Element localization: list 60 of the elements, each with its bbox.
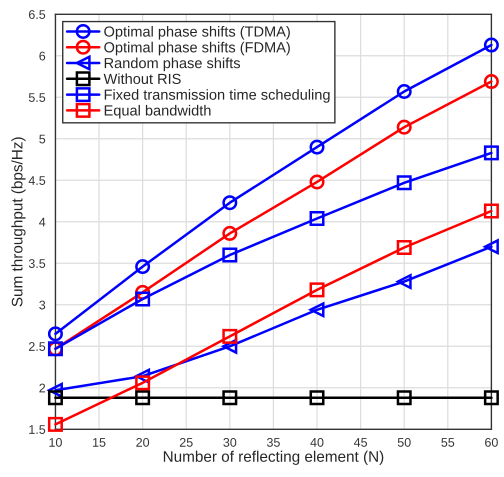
- y-tick-label: 5: [39, 134, 46, 144]
- y-tick-label: 5.5: [28, 93, 46, 102]
- point: [222, 328, 238, 344]
- point: [310, 302, 325, 318]
- legend-label: Without RIS: [104, 73, 181, 84]
- y-tick-label: 3: [39, 300, 46, 310]
- x-tick-label: 45: [354, 438, 368, 447]
- y-tick-label: 2.5: [28, 342, 46, 351]
- point: [135, 291, 150, 306]
- x-tick-label: 15: [93, 438, 106, 447]
- point: [135, 375, 150, 390]
- x-tick-label: 55: [441, 438, 454, 447]
- y-tick-label: 4: [39, 218, 46, 226]
- point: [310, 210, 325, 226]
- legend-label: Equal bandwidth: [104, 104, 210, 118]
- point: [396, 390, 412, 406]
- point: [310, 174, 325, 190]
- point: [484, 74, 499, 90]
- point: [484, 204, 499, 219]
- point: [310, 140, 325, 155]
- x-tick-label: 50: [398, 438, 411, 447]
- point: [310, 282, 325, 298]
- point: [396, 84, 412, 99]
- point: [396, 175, 412, 190]
- point: [484, 145, 499, 160]
- y-tick-label: 3.5: [28, 259, 46, 268]
- legend-label: Random phase shifts: [104, 58, 240, 72]
- legend-label: Optimal phase shifts (TDMA): [104, 26, 290, 40]
- point: [48, 390, 63, 406]
- legend-label: Fixed transmission time scheduling: [104, 89, 330, 103]
- point: [135, 259, 150, 274]
- point: [484, 390, 499, 406]
- point: [310, 390, 325, 406]
- point: [222, 195, 238, 210]
- y-tick-label: 6.5: [28, 10, 46, 19]
- point: [48, 326, 63, 342]
- x-tick-label: 20: [136, 438, 150, 447]
- point: [396, 240, 412, 256]
- x-axis-title: Number of reflecting element (N): [164, 450, 384, 465]
- y-tick-label: 6: [39, 52, 46, 60]
- point: [396, 274, 412, 290]
- y-tick-label: 2: [39, 384, 46, 392]
- point: [222, 248, 238, 263]
- x-tick-label: 40: [310, 438, 324, 447]
- y-tick-label: 1.5: [29, 425, 46, 434]
- x-tick-label: 30: [223, 438, 236, 447]
- x-tick-label: 35: [266, 438, 280, 447]
- y-axis-title: Sum throughput (bps/Hz): [11, 137, 26, 306]
- point: [484, 239, 499, 254]
- point: [135, 390, 150, 406]
- point: [396, 120, 412, 135]
- point: [48, 416, 63, 432]
- y-tick-label: 4.5: [28, 176, 46, 185]
- x-tick-label: 60: [485, 438, 498, 447]
- point: [222, 390, 238, 406]
- legend-label: Optimal phase shifts (FDMA): [104, 42, 290, 56]
- point: [484, 38, 499, 53]
- point: [222, 226, 238, 241]
- x-tick-label: 10: [49, 438, 62, 447]
- x-tick-label: 25: [180, 438, 193, 447]
